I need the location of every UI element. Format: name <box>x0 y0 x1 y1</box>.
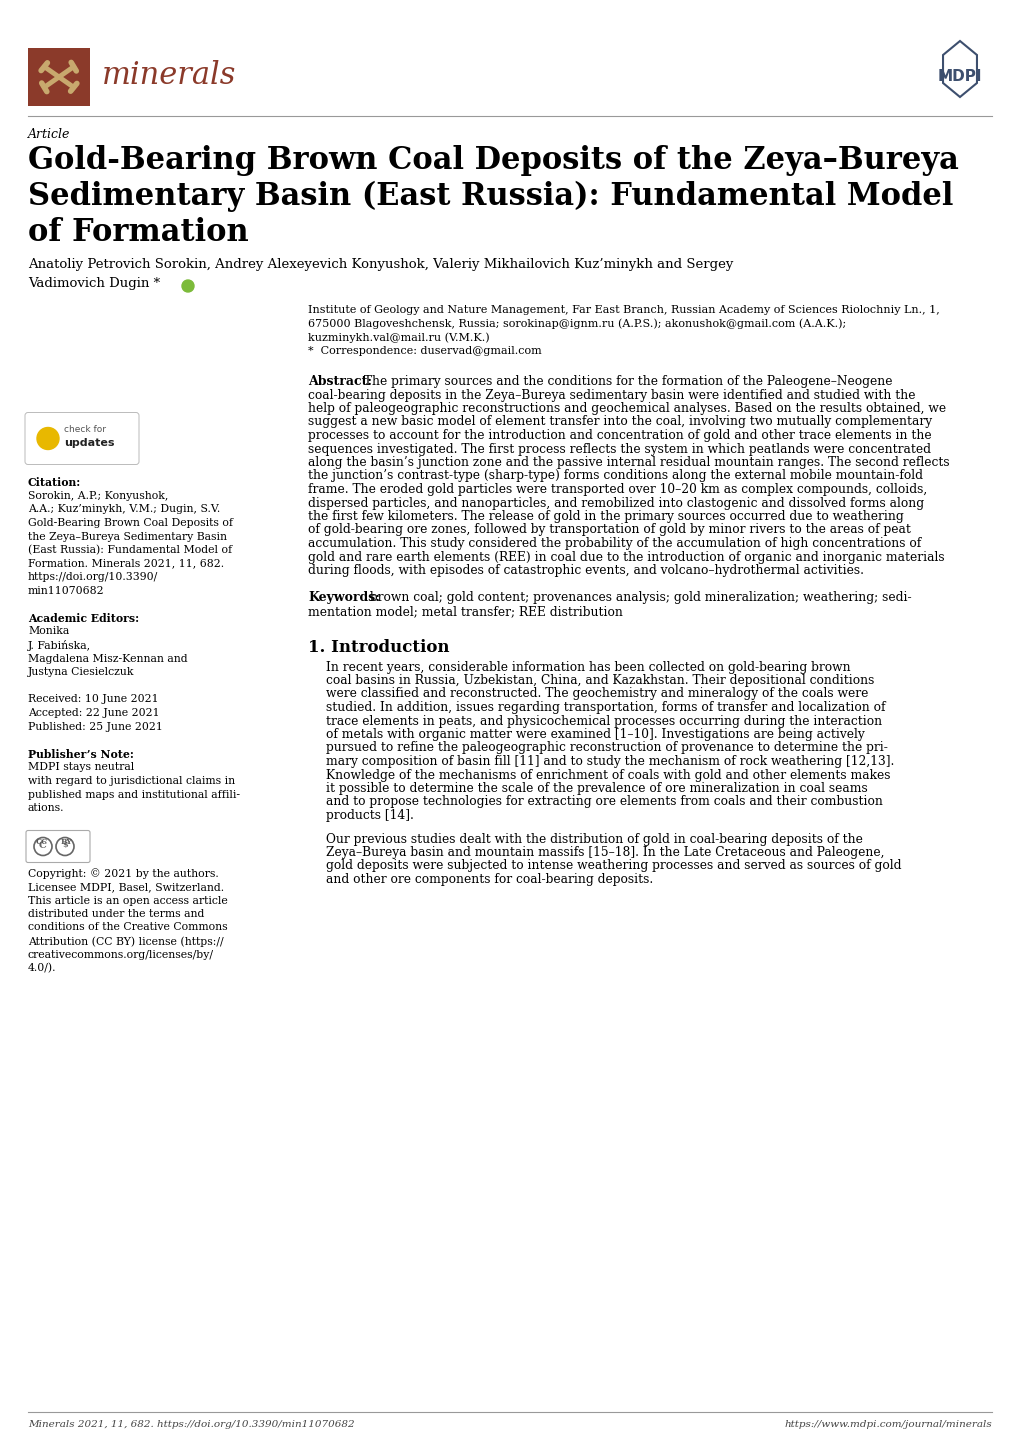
Text: min11070682: min11070682 <box>28 585 105 596</box>
Text: the first few kilometers. The release of gold in the primary sources occurred du: the first few kilometers. The release of… <box>308 510 903 523</box>
Text: studied. In addition, issues regarding transportation, forms of transfer and loc: studied. In addition, issues regarding t… <box>326 701 884 714</box>
Text: products [14].: products [14]. <box>326 809 414 822</box>
Text: Attribution (CC BY) license (https://: Attribution (CC BY) license (https:// <box>28 936 223 946</box>
Text: Knowledge of the mechanisms of enrichment of coals with gold and other elements : Knowledge of the mechanisms of enrichmen… <box>326 769 890 782</box>
Text: gold deposits were subjected to intense weathering processes and served as sourc: gold deposits were subjected to intense … <box>326 859 901 872</box>
Text: In recent years, considerable information has been collected on gold-bearing bro: In recent years, considerable informatio… <box>326 660 850 673</box>
Text: during floods, with episodes of catastrophic events, and volcano–hydrothermal ac: during floods, with episodes of catastro… <box>308 564 863 577</box>
Text: suggest a new basic model of element transfer into the coal, involving two mutua: suggest a new basic model of element tra… <box>308 415 931 428</box>
Circle shape <box>37 427 59 450</box>
Text: mentation model; metal transfer; REE distribution: mentation model; metal transfer; REE dis… <box>308 606 623 619</box>
Text: sequences investigated. The first process reflects the system in which peatlands: sequences investigated. The first proces… <box>308 443 930 456</box>
Text: gold and rare earth elements (REE) in coal due to the introduction of organic an: gold and rare earth elements (REE) in co… <box>308 551 944 564</box>
Text: frame. The eroded gold particles were transported over 10–20 km as complex compo: frame. The eroded gold particles were tr… <box>308 483 926 496</box>
Text: processes to account for the introduction and concentration of gold and other tr: processes to account for the introductio… <box>308 430 930 443</box>
Text: Our previous studies dealt with the distribution of gold in coal-bearing deposit: Our previous studies dealt with the dist… <box>326 832 862 845</box>
Text: the Zeya–Bureya Sedimentary Basin: the Zeya–Bureya Sedimentary Basin <box>28 532 227 542</box>
Text: and other ore components for coal-bearing deposits.: and other ore components for coal-bearin… <box>326 872 652 885</box>
Text: help of paleogeographic reconstructions and geochemical analyses. Based on the r: help of paleogeographic reconstructions … <box>308 402 946 415</box>
Text: Copyright: © 2021 by the authors.: Copyright: © 2021 by the authors. <box>28 868 218 880</box>
Text: Zeya–Bureya basin and mountain massifs [15–18]. In the Late Cretaceous and Paleo: Zeya–Bureya basin and mountain massifs [… <box>326 846 883 859</box>
Text: Licensee MDPI, Basel, Switzerland.: Licensee MDPI, Basel, Switzerland. <box>28 883 224 893</box>
Text: updates: updates <box>64 437 114 447</box>
Text: Monika: Monika <box>28 626 69 636</box>
Text: MDPI: MDPI <box>936 69 981 84</box>
Text: Formation. Minerals 2021, 11, 682.: Formation. Minerals 2021, 11, 682. <box>28 558 224 568</box>
Text: the junction’s contrast-type (sharp-type) forms conditions along the external mo: the junction’s contrast-type (sharp-type… <box>308 470 922 483</box>
Text: accumulation. This study considered the probability of the accumulation of high : accumulation. This study considered the … <box>308 536 920 549</box>
Text: MDPI stays neutral: MDPI stays neutral <box>28 763 135 773</box>
Text: distributed under the terms and: distributed under the terms and <box>28 908 204 919</box>
Text: kuzminykh.val@mail.ru (V.M.K.): kuzminykh.val@mail.ru (V.M.K.) <box>308 332 489 343</box>
Text: Article: Article <box>28 128 70 141</box>
Text: published maps and institutional affili-: published maps and institutional affili- <box>28 790 239 799</box>
Text: ✓: ✓ <box>43 430 53 443</box>
Text: creativecommons.org/licenses/by/: creativecommons.org/licenses/by/ <box>28 949 214 959</box>
Text: with regard to jurisdictional claims in: with regard to jurisdictional claims in <box>28 776 235 786</box>
Text: of metals with organic matter were examined [1–10]. Investigations are being act: of metals with organic matter were exami… <box>326 728 864 741</box>
FancyBboxPatch shape <box>25 831 90 862</box>
Text: Abstract:: Abstract: <box>308 375 372 388</box>
Text: ations.: ations. <box>28 803 64 813</box>
FancyBboxPatch shape <box>25 412 139 464</box>
Text: https://doi.org/10.3390/: https://doi.org/10.3390/ <box>28 572 158 583</box>
Text: Anatoliy Petrovich Sorokin, Andrey Alexeyevich Konyushok, Valeriy Mikhailovich K: Anatoliy Petrovich Sorokin, Andrey Alexe… <box>28 258 733 271</box>
Text: mary composition of basin fill [11] and to study the mechanism of rock weatherin: mary composition of basin fill [11] and … <box>326 756 894 769</box>
Text: 1. Introduction: 1. Introduction <box>308 639 449 656</box>
Text: of Formation: of Formation <box>28 216 249 248</box>
Text: coal basins in Russia, Uzbekistan, China, and Kazakhstan. Their depositional con: coal basins in Russia, Uzbekistan, China… <box>326 673 873 686</box>
Text: Gold-Bearing Brown Coal Deposits of: Gold-Bearing Brown Coal Deposits of <box>28 518 232 528</box>
Text: 675000 Blagoveshchensk, Russia; sorokinap@ignm.ru (A.P.S.); akonushok@gmail.com : 675000 Blagoveshchensk, Russia; sorokina… <box>308 319 846 329</box>
Text: Justyna Ciesielczuk: Justyna Ciesielczuk <box>28 668 135 676</box>
Text: along the basin’s junction zone and the passive internal residual mountain range: along the basin’s junction zone and the … <box>308 456 949 469</box>
Text: $: $ <box>62 841 68 848</box>
Text: conditions of the Creative Commons: conditions of the Creative Commons <box>28 923 227 933</box>
Text: Sedimentary Basin (East Russia): Fundamental Model: Sedimentary Basin (East Russia): Fundame… <box>28 182 953 212</box>
Text: it possible to determine the scale of the prevalence of ore mineralization in co: it possible to determine the scale of th… <box>326 782 867 795</box>
Text: Publisher’s Note:: Publisher’s Note: <box>28 748 133 760</box>
Text: and to propose technologies for extracting ore elements from coals and their com: and to propose technologies for extracti… <box>326 796 882 809</box>
Text: Magdalena Misz-Kennan and: Magdalena Misz-Kennan and <box>28 653 187 663</box>
Text: dispersed particles, and nanoparticles, and remobilized into clastogenic and dis: dispersed particles, and nanoparticles, … <box>308 496 923 509</box>
Text: Published: 25 June 2021: Published: 25 June 2021 <box>28 721 163 731</box>
Text: *  Correspondence: duservad@gmail.com: * Correspondence: duservad@gmail.com <box>308 346 541 356</box>
Text: Institute of Geology and Nature Management, Far East Branch, Russian Academy of : Institute of Geology and Nature Manageme… <box>308 306 938 314</box>
Text: Academic Editors:: Academic Editors: <box>28 613 139 624</box>
Text: https://www.mdpi.com/journal/minerals: https://www.mdpi.com/journal/minerals <box>784 1420 991 1429</box>
Text: C: C <box>39 841 47 849</box>
Text: of gold-bearing ore zones, followed by transportation of gold by minor rivers to: of gold-bearing ore zones, followed by t… <box>308 523 910 536</box>
Text: A.A.; Kuz’minykh, V.M.; Dugin, S.V.: A.A.; Kuz’minykh, V.M.; Dugin, S.V. <box>28 505 220 515</box>
Text: Sorokin, A.P.; Konyushok,: Sorokin, A.P.; Konyushok, <box>28 490 168 500</box>
Text: Received: 10 June 2021: Received: 10 June 2021 <box>28 695 159 705</box>
FancyBboxPatch shape <box>28 48 90 107</box>
Text: The primary sources and the conditions for the formation of the Paleogene–Neogen: The primary sources and the conditions f… <box>360 375 892 388</box>
Text: minerals: minerals <box>102 61 236 91</box>
Text: J. Fabińska,: J. Fabińska, <box>28 640 91 650</box>
Text: CC: CC <box>36 838 48 845</box>
Text: D: D <box>184 280 192 288</box>
Text: pursued to refine the paleogeographic reconstruction of provenance to determine : pursued to refine the paleogeographic re… <box>326 741 887 754</box>
Text: Gold-Bearing Brown Coal Deposits of the Zeya–Bureya: Gold-Bearing Brown Coal Deposits of the … <box>28 146 958 176</box>
Text: Vadimovich Dugin *: Vadimovich Dugin * <box>28 277 160 290</box>
Circle shape <box>181 280 194 291</box>
Text: (East Russia): Fundamental Model of: (East Russia): Fundamental Model of <box>28 545 232 555</box>
Text: trace elements in peats, and physicochemical processes occurring during the inte: trace elements in peats, and physicochem… <box>326 714 881 728</box>
Text: brown coal; gold content; provenances analysis; gold mineralization; weathering;: brown coal; gold content; provenances an… <box>366 591 911 604</box>
Text: Citation:: Citation: <box>28 477 82 489</box>
Text: coal-bearing deposits in the Zeya–Bureya sedimentary basin were identified and s: coal-bearing deposits in the Zeya–Bureya… <box>308 388 915 401</box>
Text: Minerals 2021, 11, 682. https://doi.org/10.3390/min11070682: Minerals 2021, 11, 682. https://doi.org/… <box>28 1420 355 1429</box>
Text: BY: BY <box>60 838 71 845</box>
Text: Accepted: 22 June 2021: Accepted: 22 June 2021 <box>28 708 159 718</box>
Text: This article is an open access article: This article is an open access article <box>28 895 227 906</box>
Text: 4.0/).: 4.0/). <box>28 963 56 973</box>
Text: check for: check for <box>64 425 106 434</box>
Text: Keywords:: Keywords: <box>308 591 379 604</box>
Text: were classified and reconstructed. The geochemistry and mineralogy of the coals : were classified and reconstructed. The g… <box>326 688 867 701</box>
